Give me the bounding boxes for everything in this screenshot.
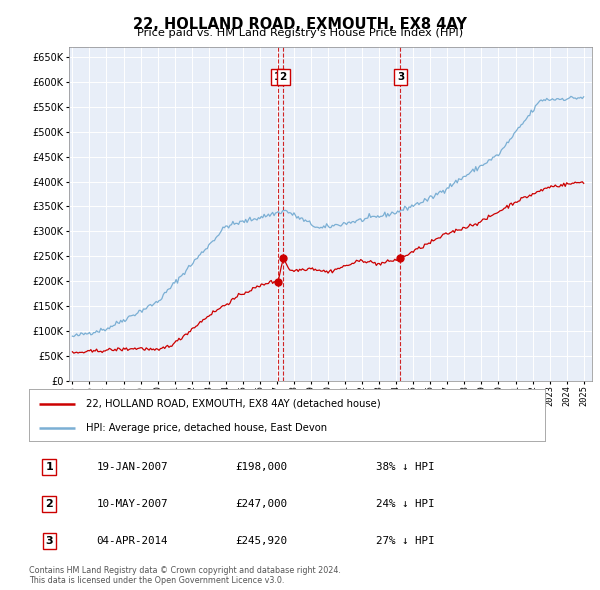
Text: £245,920: £245,920 [235, 536, 287, 546]
Text: £247,000: £247,000 [235, 499, 287, 509]
Text: Price paid vs. HM Land Registry's House Price Index (HPI): Price paid vs. HM Land Registry's House … [137, 28, 463, 38]
Text: This data is licensed under the Open Government Licence v3.0.: This data is licensed under the Open Gov… [29, 576, 284, 585]
Text: 27% ↓ HPI: 27% ↓ HPI [376, 536, 435, 546]
Text: 38% ↓ HPI: 38% ↓ HPI [376, 463, 435, 473]
Text: £198,000: £198,000 [235, 463, 287, 473]
Text: 24% ↓ HPI: 24% ↓ HPI [376, 499, 435, 509]
Text: 2: 2 [46, 499, 53, 509]
Text: 1: 1 [274, 72, 281, 82]
Text: 3: 3 [397, 72, 404, 82]
Text: Contains HM Land Registry data © Crown copyright and database right 2024.: Contains HM Land Registry data © Crown c… [29, 566, 341, 575]
Text: 04-APR-2014: 04-APR-2014 [96, 536, 168, 546]
Text: 19-JAN-2007: 19-JAN-2007 [96, 463, 168, 473]
Text: 2: 2 [280, 72, 287, 82]
Text: 10-MAY-2007: 10-MAY-2007 [96, 499, 168, 509]
Text: HPI: Average price, detached house, East Devon: HPI: Average price, detached house, East… [86, 424, 326, 433]
Text: 22, HOLLAND ROAD, EXMOUTH, EX8 4AY (detached house): 22, HOLLAND ROAD, EXMOUTH, EX8 4AY (deta… [86, 399, 380, 409]
Text: 3: 3 [46, 536, 53, 546]
Text: 1: 1 [46, 463, 53, 473]
Text: 22, HOLLAND ROAD, EXMOUTH, EX8 4AY: 22, HOLLAND ROAD, EXMOUTH, EX8 4AY [133, 17, 467, 31]
